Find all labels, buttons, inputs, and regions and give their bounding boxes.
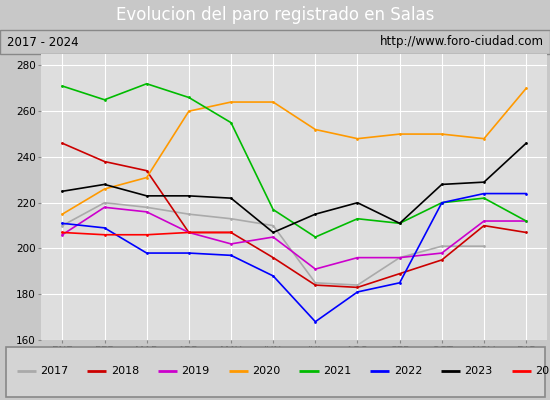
Text: 2022: 2022 [394,366,422,376]
Text: 2020: 2020 [252,366,280,376]
Text: Evolucion del paro registrado en Salas: Evolucion del paro registrado en Salas [116,6,434,24]
Text: 2018: 2018 [111,366,139,376]
Text: 2017 - 2024: 2017 - 2024 [7,36,78,48]
Text: 2024: 2024 [535,366,550,376]
Text: 2019: 2019 [182,366,210,376]
Text: http://www.foro-ciudad.com: http://www.foro-ciudad.com [379,36,543,48]
Text: 2021: 2021 [323,366,351,376]
Text: 2023: 2023 [464,366,493,376]
Text: 2017: 2017 [40,366,68,376]
FancyBboxPatch shape [6,347,544,396]
